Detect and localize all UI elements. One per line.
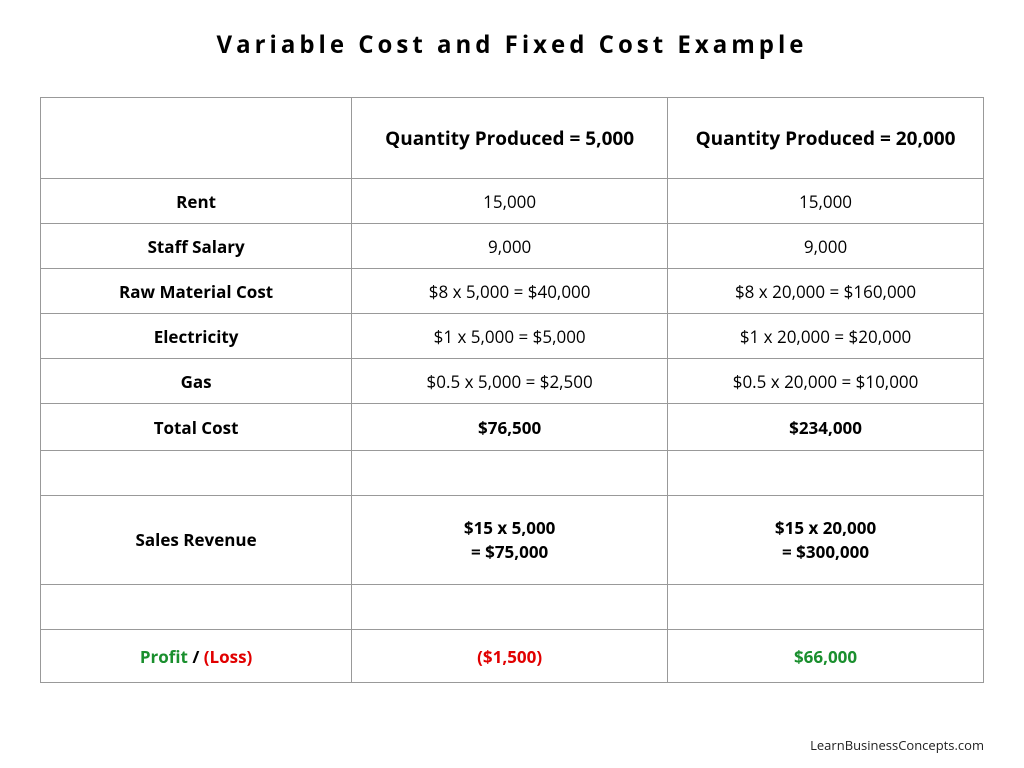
row-label: Electricity bbox=[41, 314, 352, 359]
row-gas: Gas $0.5 x 5,000 = $2,500 $0.5 x 20,000 … bbox=[41, 359, 984, 404]
cell-value: $15 x 5,000 = $75,000 bbox=[352, 496, 668, 585]
row-rent: Rent 15,000 15,000 bbox=[41, 179, 984, 224]
cell-value: 15,000 bbox=[352, 179, 668, 224]
row-spacer bbox=[41, 585, 984, 630]
cell-value: $0.5 x 5,000 = $2,500 bbox=[352, 359, 668, 404]
row-label: Total Cost bbox=[41, 404, 352, 451]
profit-label: Profit bbox=[140, 645, 188, 668]
header-qty-5000: Quantity Produced = 5,000 bbox=[352, 98, 668, 179]
cell-value: 9,000 bbox=[352, 224, 668, 269]
table-header-row: Quantity Produced = 5,000 Quantity Produ… bbox=[41, 98, 984, 179]
cell-value: $1 x 20,000 = $20,000 bbox=[668, 314, 984, 359]
row-label: Raw Material Cost bbox=[41, 269, 352, 314]
row-profit-loss: Profit / (Loss) ($1,500) $66,000 bbox=[41, 630, 984, 683]
row-total-cost: Total Cost $76,500 $234,000 bbox=[41, 404, 984, 451]
row-raw-material: Raw Material Cost $8 x 5,000 = $40,000 $… bbox=[41, 269, 984, 314]
cell-value: $15 x 20,000 = $300,000 bbox=[668, 496, 984, 585]
row-label: Staff Salary bbox=[41, 224, 352, 269]
cell-value-loss: ($1,500) bbox=[352, 630, 668, 683]
loss-label: (Loss) bbox=[204, 645, 253, 668]
header-qty-20000: Quantity Produced = 20,000 bbox=[668, 98, 984, 179]
row-label: Sales Revenue bbox=[41, 496, 352, 585]
label-separator: / bbox=[188, 645, 204, 668]
header-blank bbox=[41, 98, 352, 179]
row-label: Profit / (Loss) bbox=[41, 630, 352, 683]
row-electricity: Electricity $1 x 5,000 = $5,000 $1 x 20,… bbox=[41, 314, 984, 359]
cell-value: $1 x 5,000 = $5,000 bbox=[352, 314, 668, 359]
cell-value: 15,000 bbox=[668, 179, 984, 224]
cell-value: $234,000 bbox=[668, 404, 984, 451]
row-label: Gas bbox=[41, 359, 352, 404]
cost-table: Quantity Produced = 5,000 Quantity Produ… bbox=[40, 97, 984, 683]
attribution-text: LearnBusinessConcepts.com bbox=[810, 736, 984, 754]
cell-value: $8 x 5,000 = $40,000 bbox=[352, 269, 668, 314]
cell-value: $8 x 20,000 = $160,000 bbox=[668, 269, 984, 314]
cell-value: 9,000 bbox=[668, 224, 984, 269]
cell-value: $76,500 bbox=[352, 404, 668, 451]
row-spacer bbox=[41, 451, 984, 496]
row-label: Rent bbox=[41, 179, 352, 224]
page-title: Variable Cost and Fixed Cost Example bbox=[40, 28, 984, 61]
row-staff-salary: Staff Salary 9,000 9,000 bbox=[41, 224, 984, 269]
cell-value: $0.5 x 20,000 = $10,000 bbox=[668, 359, 984, 404]
row-sales-revenue: Sales Revenue $15 x 5,000 = $75,000 $15 … bbox=[41, 496, 984, 585]
cell-value-profit: $66,000 bbox=[668, 630, 984, 683]
